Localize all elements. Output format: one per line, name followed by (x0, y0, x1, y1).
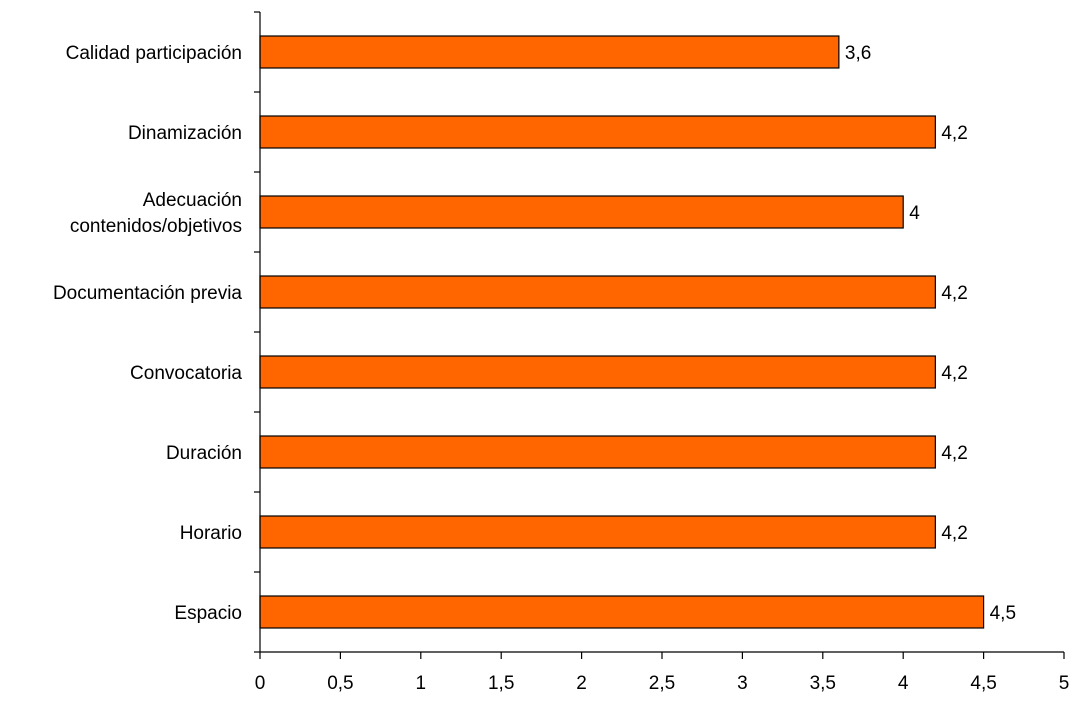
x-tick-label: 0,5 (327, 673, 353, 694)
x-tick-label: 2 (576, 673, 587, 694)
bar (259, 515, 936, 549)
bar (259, 115, 936, 149)
data-label: 4,2 (941, 363, 967, 384)
data-label: 4,5 (990, 603, 1016, 624)
category-label: Calidad participación (66, 43, 242, 64)
category-label: Espacio (174, 603, 242, 624)
bar (259, 35, 840, 69)
data-label: 4,2 (941, 283, 967, 304)
x-tick-label: 5 (1059, 673, 1070, 694)
x-tick-label: 4,5 (970, 673, 996, 694)
category-label: Horario (180, 523, 242, 544)
category-label: Documentación previa (53, 283, 242, 304)
category-label: contenidos/objetivos (70, 216, 242, 237)
category-label: Dinamización (128, 123, 242, 144)
bar (259, 595, 985, 629)
category-label: Convocatoria (130, 363, 242, 384)
x-tick-label: 1 (416, 673, 427, 694)
bar (259, 195, 904, 229)
bar (259, 355, 936, 389)
data-label: 4 (909, 203, 920, 224)
x-tick-label: 3 (737, 673, 748, 694)
category-label: Duración (166, 443, 242, 464)
x-tick-label: 2,5 (649, 673, 675, 694)
category-label: Adecuación (143, 190, 242, 211)
data-label: 4,2 (941, 123, 967, 144)
x-tick-label: 1,5 (488, 673, 514, 694)
data-label: 3,6 (845, 43, 871, 64)
x-tick-label: 4 (898, 673, 909, 694)
x-tick-label: 3,5 (810, 673, 836, 694)
x-tick-label: 0 (255, 673, 266, 694)
bar (259, 275, 936, 309)
data-label: 4,2 (941, 523, 967, 544)
bar (259, 435, 936, 469)
data-label: 4,2 (941, 443, 967, 464)
